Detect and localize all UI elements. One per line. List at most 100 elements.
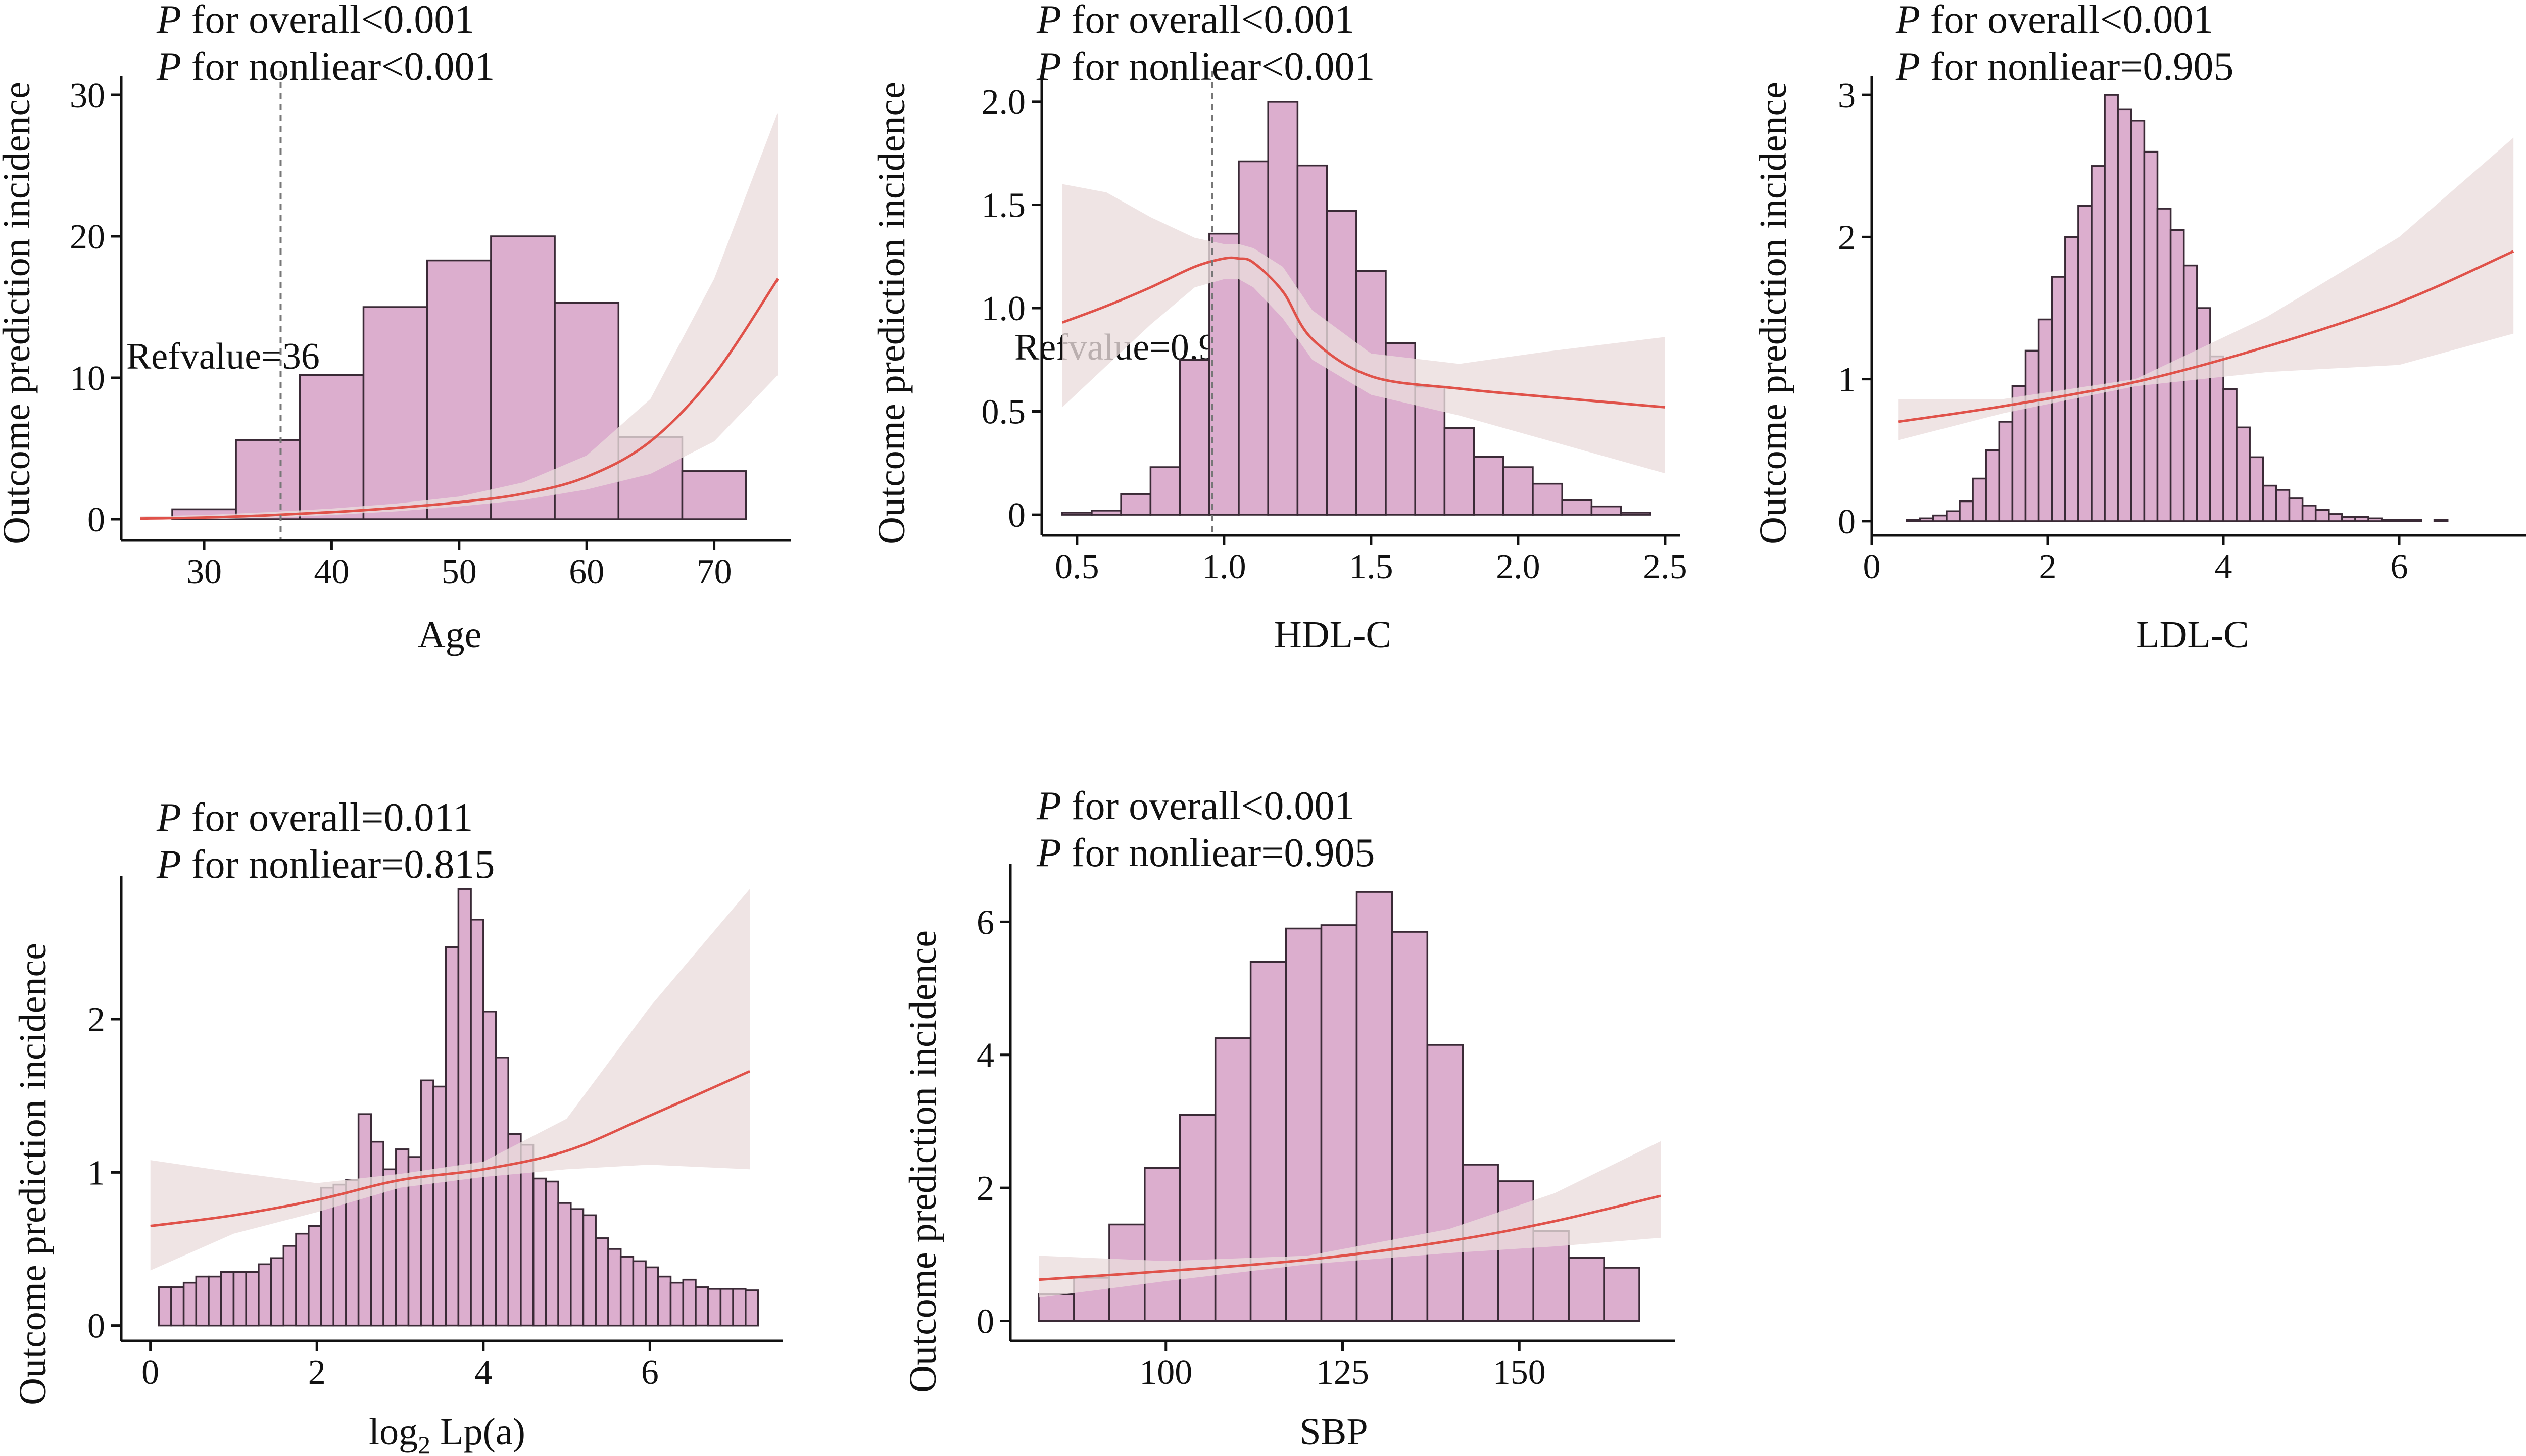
histogram-bar: [1179, 359, 1210, 516]
histogram-bar: [707, 1288, 722, 1327]
spline-curve: [150, 1070, 751, 1227]
histogram-bar: [545, 1180, 559, 1327]
histogram-bar: [557, 1202, 572, 1327]
histogram-bar: [2341, 516, 2356, 522]
x-tick-label: 100: [1139, 1353, 1192, 1392]
x-tick-label: 2: [308, 1353, 326, 1392]
y-axis-label: Outcome prediction incidence: [0, 82, 38, 544]
confidence-band: [1898, 137, 2514, 440]
histogram-bar: [681, 470, 747, 520]
histogram-bar: [632, 1260, 647, 1327]
x-tick-label: 1.5: [1349, 547, 1393, 586]
y-tick-label: 0.5: [982, 393, 1026, 432]
histogram-bar: [732, 1288, 747, 1327]
y-tick-label: 2: [977, 1169, 994, 1208]
histogram-bar: [1985, 449, 2001, 522]
histogram-bar: [1959, 500, 1974, 522]
histogram-bar: [2354, 516, 2369, 522]
histogram-bar: [170, 1286, 185, 1327]
x-tick-label: 0: [1863, 547, 1881, 586]
histogram-bar: [1568, 1257, 1605, 1322]
histogram-bar: [2037, 318, 2053, 522]
p-overall-text: P for overall<0.001: [1895, 0, 2213, 42]
spline-curve: [140, 278, 779, 520]
histogram-bar: [582, 1214, 597, 1327]
histogram-bar: [682, 1278, 697, 1327]
histogram-bar: [2077, 205, 2093, 522]
histogram-bar: [645, 1266, 659, 1327]
histogram-bar: [2249, 456, 2264, 522]
p-overall-text: P for overall<0.001: [156, 0, 474, 42]
x-axis-label: log2 Lp(a): [369, 1411, 525, 1456]
histogram-bar: [1620, 512, 1651, 516]
y-tick-label: 3: [1838, 76, 1856, 115]
histogram-bar: [232, 1271, 247, 1327]
histogram-bar: [445, 946, 460, 1327]
plot-area: [1038, 891, 1661, 1322]
histogram-bar: [258, 1263, 272, 1327]
histogram-bar: [370, 1140, 384, 1327]
confidence-band: [150, 889, 750, 1271]
y-axis-label: Outcome prediction incidence: [902, 930, 944, 1393]
y-tick-label: 2: [87, 1000, 105, 1039]
histogram-bar: [1238, 160, 1269, 516]
histogram-bar: [357, 1113, 372, 1327]
histogram-bar: [1091, 510, 1122, 516]
histogram-bar: [745, 1289, 759, 1327]
x-tick-label: 4: [474, 1353, 492, 1392]
x-tick-label: 40: [314, 553, 349, 591]
x-tick-label: 70: [697, 553, 732, 591]
histogram-bar: [457, 888, 472, 1327]
y-tick-label: 20: [70, 218, 105, 257]
y-tick-label: 1.5: [982, 186, 1026, 225]
y-tick-label: 0: [1008, 496, 1026, 535]
histogram-bar: [2275, 489, 2291, 522]
histogram-bar: [570, 1208, 585, 1327]
histogram-bar: [2328, 513, 2343, 522]
histogram-bar: [2117, 108, 2132, 522]
histogram-bar: [2104, 94, 2119, 522]
y-tick-label: 6: [977, 903, 994, 942]
p-overall-text: P for overall<0.001: [1036, 784, 1354, 828]
panel-ldl-c: P for overall<0.001 P for nonliear=0.905…: [1752, 0, 2526, 656]
y-tick-label: 1.0: [982, 289, 1026, 328]
histogram-bar: [1998, 421, 2014, 522]
y-tick-label: 30: [70, 76, 105, 115]
refvalue-label: Refvalue=36: [126, 336, 320, 377]
histogram-bar: [2301, 505, 2317, 522]
histogram-bar: [1214, 1037, 1252, 1322]
spline-curve: [1898, 250, 2514, 423]
histogram-bar: [1972, 477, 1987, 522]
x-tick-label: 30: [186, 553, 222, 591]
y-axis-label: Outcome prediction incidence: [870, 82, 913, 544]
histogram-bar: [432, 1085, 447, 1327]
histogram-bar: [1038, 1293, 1075, 1322]
histogram-bar: [235, 439, 301, 520]
panel-sbp: P for overall<0.001 P for nonliear=0.905…: [902, 784, 1675, 1453]
histogram-bar: [607, 1248, 622, 1327]
histogram-bar: [1391, 931, 1429, 1322]
histogram-bar: [1906, 519, 1921, 522]
histogram-bar: [532, 1177, 547, 1327]
histogram-bar: [2433, 519, 2449, 522]
plot-area: [1061, 71, 1666, 535]
x-axis-label: LDL-C: [2136, 614, 2249, 656]
x-tick-label: 2: [2039, 547, 2057, 586]
histogram-bar: [245, 1271, 260, 1327]
p-nonlinear-text: P for nonliear<0.001: [156, 44, 495, 89]
x-tick-label: 60: [569, 553, 604, 591]
plot-area: [1898, 94, 2514, 522]
y-tick-label: 4: [977, 1036, 994, 1075]
histogram-bar: [619, 1256, 635, 1327]
histogram-bar: [1932, 514, 1948, 522]
y-axis-label: Outcome prediction incidence: [12, 943, 54, 1405]
histogram-bar: [470, 919, 484, 1327]
y-tick-label: 1: [1838, 361, 1856, 399]
histogram-bar: [1473, 456, 1504, 516]
histogram-bar: [382, 1168, 397, 1327]
y-tick-label: 2: [1838, 218, 1856, 257]
histogram-bar: [308, 1225, 322, 1327]
histogram-bar: [2024, 349, 2040, 522]
histogram-bar: [495, 1057, 509, 1327]
